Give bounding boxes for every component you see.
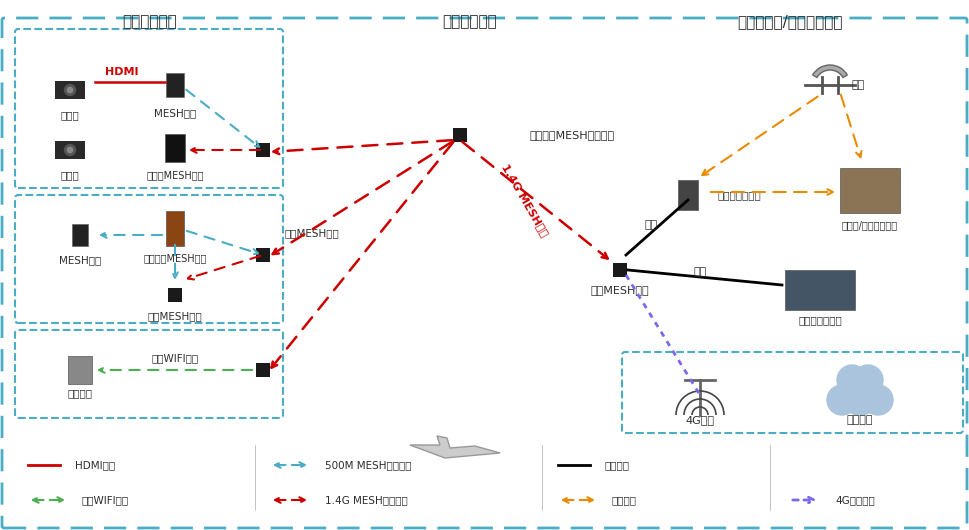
Text: 无线WIFI链路: 无线WIFI链路 [82, 495, 129, 505]
Text: 500M MESH无线链路: 500M MESH无线链路 [325, 460, 412, 470]
Bar [256, 248, 270, 262]
Bar [678, 180, 698, 210]
Bar [613, 263, 627, 277]
Text: 双模MESH基站: 双模MESH基站 [591, 285, 649, 295]
Text: 卫星链路: 卫星链路 [612, 495, 637, 505]
Circle shape [853, 365, 883, 395]
Circle shape [68, 147, 73, 153]
Text: 摄像机: 摄像机 [61, 110, 79, 120]
Text: 卫星: 卫星 [852, 80, 865, 90]
Bar [168, 288, 182, 302]
Bar [166, 73, 184, 97]
Text: 机载宽带MESH中继设备: 机载宽带MESH中继设备 [530, 130, 615, 140]
Wedge shape [813, 65, 847, 77]
Bar [54, 81, 85, 99]
Text: MESH单兵: MESH单兵 [59, 255, 101, 265]
Circle shape [837, 365, 867, 395]
Text: 1.4G MESH链路: 1.4G MESH链路 [500, 162, 549, 238]
Text: 智能终端: 智能终端 [68, 388, 92, 398]
Bar [166, 210, 184, 245]
Text: 背负式MESH单兵: 背负式MESH单兵 [146, 170, 203, 180]
Text: HDMI: HDMI [106, 67, 139, 77]
Bar [54, 141, 85, 159]
Text: 前方灾害区域: 前方灾害区域 [123, 14, 177, 30]
Text: MESH单兵: MESH单兵 [154, 108, 196, 118]
Bar [256, 143, 270, 157]
Text: 无线WIFI链路: 无线WIFI链路 [151, 353, 199, 363]
Bar [785, 270, 855, 310]
Circle shape [65, 84, 76, 95]
Text: 有线: 有线 [694, 267, 706, 277]
Text: 有线链路: 有线链路 [605, 460, 630, 470]
Circle shape [840, 375, 880, 415]
Circle shape [68, 87, 73, 93]
Text: 指挥中心: 指挥中心 [847, 415, 873, 425]
Text: 双模MESH基站: 双模MESH基站 [285, 228, 340, 238]
Text: 有线: 有线 [645, 220, 658, 230]
Circle shape [863, 385, 893, 415]
Circle shape [827, 385, 857, 415]
Bar [72, 224, 88, 246]
Bar [165, 134, 185, 162]
Text: 消防现有MESH设备: 消防现有MESH设备 [143, 253, 206, 263]
Text: 双模MESH基站: 双模MESH基站 [147, 311, 203, 321]
Bar [453, 128, 467, 142]
Bar [840, 167, 900, 213]
Circle shape [65, 145, 76, 155]
Text: 地面站/消防指挥中心: 地面站/消防指挥中心 [842, 220, 898, 230]
Text: HDMI线缆: HDMI线缆 [75, 460, 115, 470]
Text: 现场指挥调度网: 现场指挥调度网 [798, 315, 842, 325]
Bar [68, 356, 92, 384]
Bar [256, 363, 270, 377]
Text: 4G网络: 4G网络 [685, 415, 714, 425]
Polygon shape [410, 436, 500, 458]
Text: 消防卫星便携站: 消防卫星便携站 [718, 190, 762, 200]
Text: 4G无线链路: 4G无线链路 [835, 495, 875, 505]
Text: 摄像机: 摄像机 [61, 170, 79, 180]
Text: 固定翼无人机: 固定翼无人机 [443, 14, 497, 30]
Text: 前方指挥部/后方指挥中心: 前方指挥部/后方指挥中心 [737, 14, 843, 30]
Text: 1.4G MESH无线链路: 1.4G MESH无线链路 [325, 495, 408, 505]
